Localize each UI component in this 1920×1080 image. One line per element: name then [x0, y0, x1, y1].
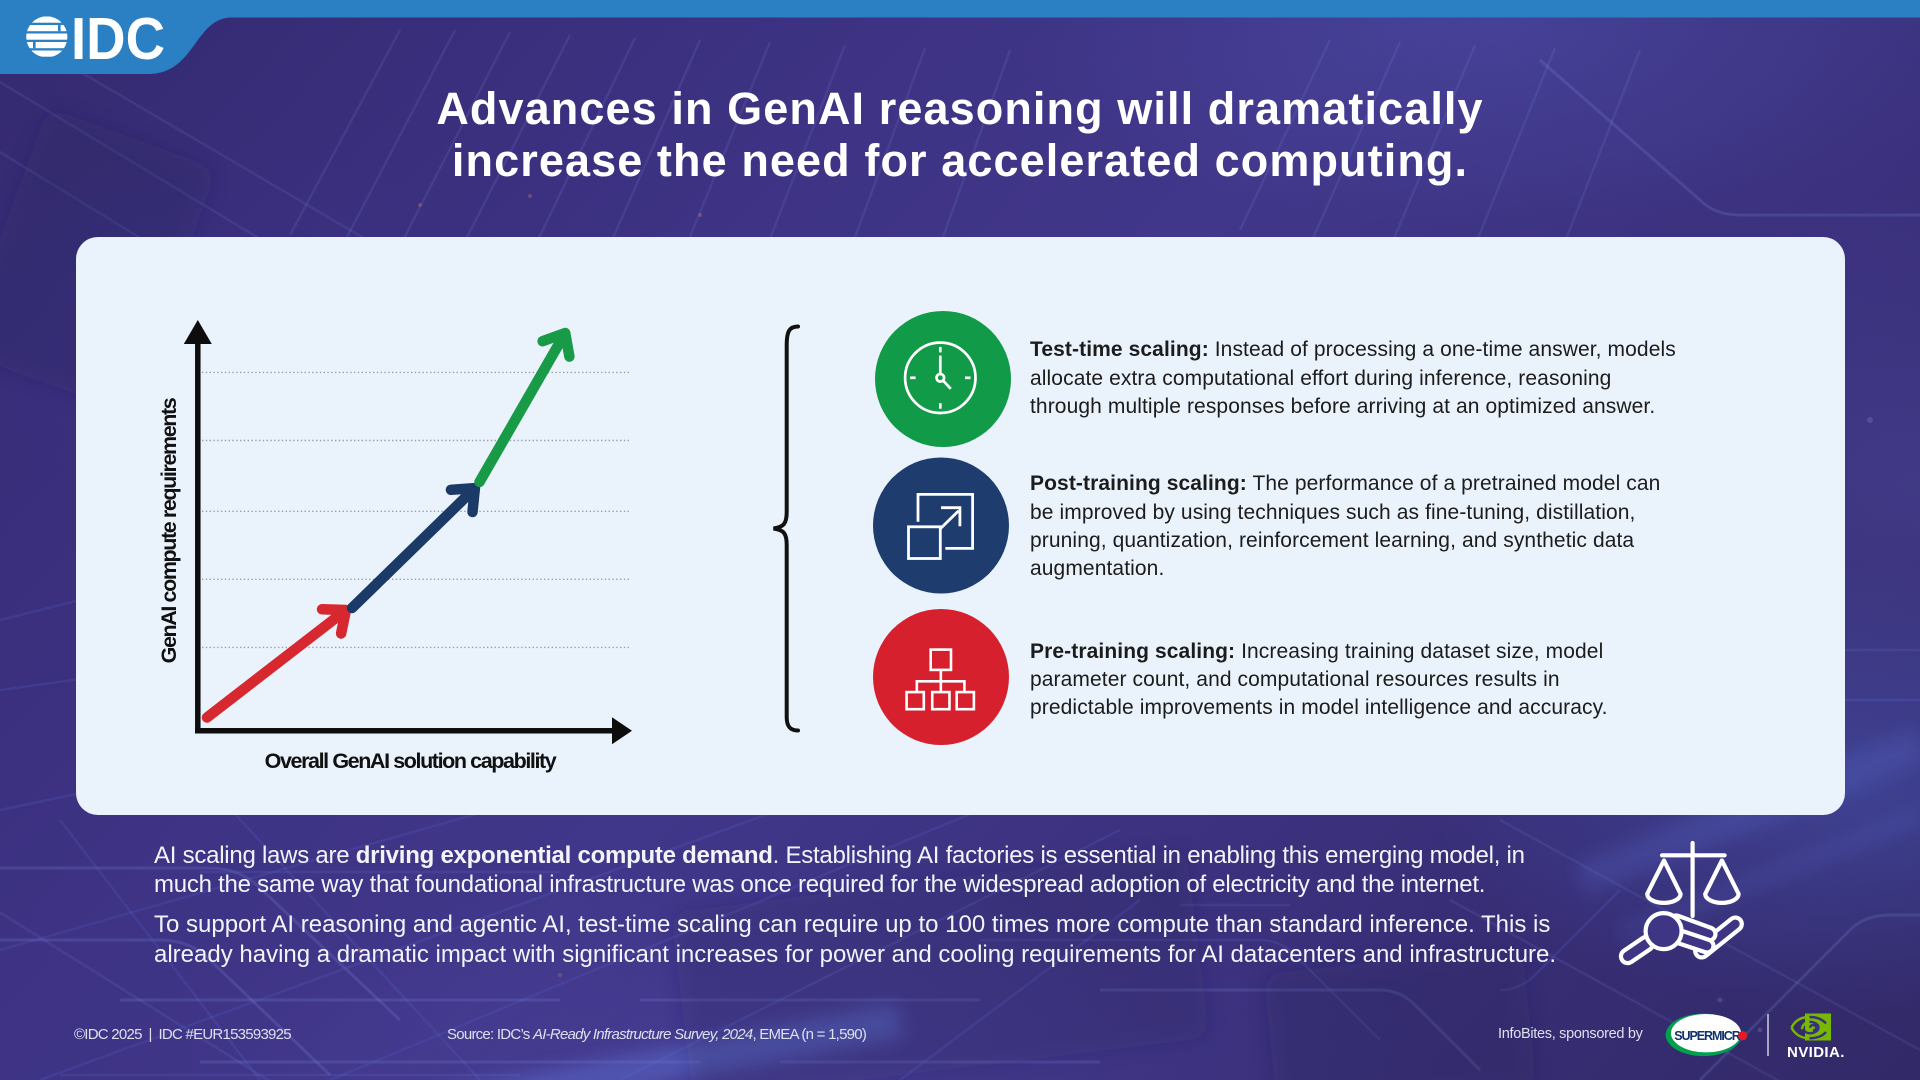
svg-text:SUPERMICR: SUPERMICR: [1674, 1029, 1741, 1043]
svg-text:IDC: IDC: [71, 7, 165, 72]
svg-text:NVIDIA.: NVIDIA.: [1787, 1044, 1845, 1061]
